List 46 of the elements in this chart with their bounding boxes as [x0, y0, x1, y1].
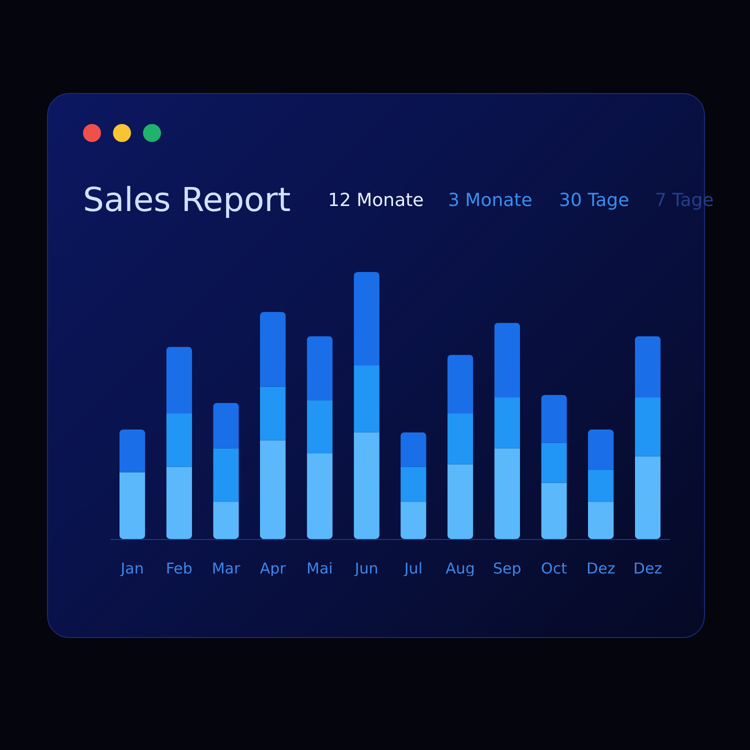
- bar: [354, 365, 380, 432]
- bar: [166, 466, 192, 539]
- bar: [541, 394, 567, 443]
- bar: [213, 502, 239, 539]
- bar: [306, 336, 333, 400]
- x-tick-label: Mar: [212, 560, 241, 578]
- bar: [400, 466, 426, 502]
- x-tick-label: Dez: [633, 560, 662, 578]
- bar: [634, 397, 661, 456]
- chart-title: Sales Report: [83, 180, 291, 219]
- bar: [354, 432, 380, 539]
- bar: [306, 400, 333, 454]
- bar: [260, 440, 286, 539]
- bar: [494, 397, 520, 448]
- bar: [166, 414, 192, 467]
- bar: [354, 272, 380, 366]
- bar: [400, 502, 426, 539]
- x-tick-label: Mai: [306, 560, 333, 578]
- bar: [588, 470, 614, 502]
- bar: [260, 312, 286, 387]
- bar: [494, 322, 520, 398]
- text: 12 Monate: [328, 190, 424, 211]
- bar: [447, 464, 474, 539]
- bar: [400, 432, 426, 467]
- text: 7 Tage: [655, 190, 714, 211]
- bar: [213, 448, 239, 502]
- bar: [634, 336, 661, 398]
- bar: [447, 414, 474, 464]
- x-tick-label: Oct: [541, 560, 568, 578]
- bar: [119, 430, 146, 472]
- text: 3 Monate: [448, 190, 532, 211]
- bar: [541, 482, 567, 539]
- x-tick-label: Dez: [586, 560, 616, 578]
- text: 30 Tage: [559, 190, 630, 211]
- bar: [306, 454, 333, 539]
- bar: [447, 354, 474, 414]
- bar: [494, 448, 520, 539]
- bar: [213, 402, 239, 448]
- bar: [166, 346, 192, 414]
- bar: [119, 472, 146, 539]
- bar: [541, 442, 567, 483]
- bar: [588, 502, 614, 539]
- x-tick-label: Feb: [166, 560, 192, 578]
- bar: [260, 386, 286, 440]
- bar: [588, 430, 614, 470]
- bar: [634, 456, 661, 539]
